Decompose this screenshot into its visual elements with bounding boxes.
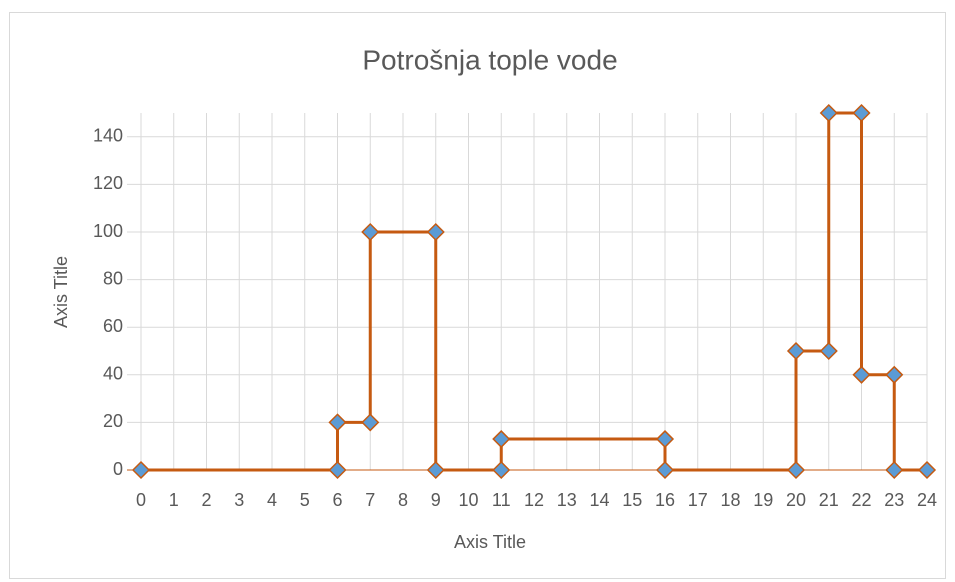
marker bbox=[819, 341, 838, 361]
x-tick-label: 21 bbox=[819, 490, 839, 510]
x-tick-label: 9 bbox=[431, 490, 441, 510]
marker bbox=[361, 222, 380, 242]
x-tick-label: 10 bbox=[458, 490, 478, 510]
x-tick-label: 13 bbox=[557, 490, 577, 510]
y-tick-label: 40 bbox=[103, 364, 123, 384]
x-tick-label: 24 bbox=[917, 490, 937, 510]
series-line bbox=[141, 111, 927, 472]
x-tick-label: 7 bbox=[365, 490, 375, 510]
x-tick-label: 14 bbox=[589, 490, 609, 510]
y-tick-label: 60 bbox=[103, 316, 123, 336]
x-tick-label: 1 bbox=[169, 490, 179, 510]
marker bbox=[655, 429, 675, 449]
marker bbox=[328, 413, 347, 432]
x-tick-label: 11 bbox=[492, 490, 511, 510]
x-tick-label: 20 bbox=[786, 490, 806, 510]
marker bbox=[426, 222, 445, 242]
x-tick-label: 0 bbox=[136, 490, 146, 510]
x-tick-label: 8 bbox=[398, 490, 408, 510]
marker bbox=[492, 460, 511, 480]
marker bbox=[786, 341, 806, 361]
x-tick-label: 19 bbox=[753, 490, 773, 510]
marker bbox=[852, 365, 871, 384]
x-tick-label: 17 bbox=[688, 490, 708, 510]
y-tick-label: 120 bbox=[93, 173, 123, 193]
y-tick-label: 140 bbox=[93, 126, 123, 146]
x-tick-label: 23 bbox=[884, 490, 904, 510]
marker bbox=[131, 460, 151, 480]
marker bbox=[328, 460, 347, 480]
y-tick-label: 20 bbox=[103, 411, 123, 431]
y-tick-label: 0 bbox=[113, 459, 123, 479]
marker bbox=[885, 365, 904, 384]
marker bbox=[426, 460, 445, 480]
y-tick-label: 100 bbox=[93, 221, 123, 241]
x-axis-title: Axis Title bbox=[454, 532, 526, 552]
marker bbox=[361, 413, 380, 432]
x-tick-label: 16 bbox=[655, 490, 675, 510]
x-tick-label: 18 bbox=[720, 490, 740, 510]
marker bbox=[852, 103, 871, 123]
marker bbox=[819, 103, 838, 123]
x-tick-label: 6 bbox=[332, 490, 342, 510]
marker bbox=[492, 429, 511, 449]
y-axis-title: Axis Title bbox=[51, 256, 71, 328]
x-tick-label: 4 bbox=[267, 490, 277, 510]
x-tick-label: 3 bbox=[234, 490, 244, 510]
x-tick-label: 2 bbox=[201, 490, 211, 510]
x-tick-label: 5 bbox=[300, 490, 310, 510]
chart-border bbox=[9, 12, 946, 579]
marker bbox=[917, 460, 937, 480]
marker bbox=[885, 460, 904, 480]
x-tick-label: 12 bbox=[524, 490, 544, 510]
chart-title: Potrošnja tople vode bbox=[362, 44, 617, 75]
marker bbox=[786, 460, 806, 480]
x-tick-label: 22 bbox=[851, 490, 871, 510]
y-tick-label: 80 bbox=[103, 268, 123, 288]
marker bbox=[655, 460, 675, 480]
x-tick-label: 15 bbox=[622, 490, 642, 510]
